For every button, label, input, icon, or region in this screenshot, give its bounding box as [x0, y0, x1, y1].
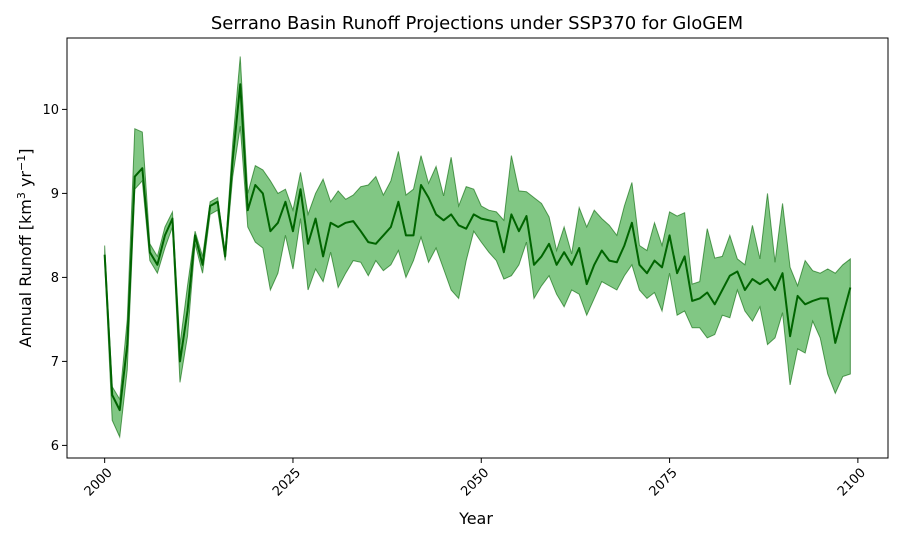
- y-tick-label: 6: [51, 439, 59, 454]
- runoff-uncertainty-band: [104, 56, 851, 439]
- axes-frame: [66, 37, 889, 459]
- y-tick-label: 10: [42, 103, 59, 118]
- y-tick-label: 9: [51, 187, 59, 202]
- runoff-mean-line: [103, 83, 852, 412]
- y-axis-label-sup2: −1: [15, 155, 28, 171]
- chart-title: Serrano Basin Runoff Projections under S…: [211, 13, 743, 34]
- y-axis-label: Annual Runoff [km3 yr−1]: [15, 149, 35, 348]
- x-axis-label: Year: [458, 509, 493, 528]
- y-tick-label: 8: [51, 271, 59, 286]
- y-axis-label-prefix: Annual Runoff [km: [16, 199, 35, 347]
- plot-area: [66, 37, 889, 459]
- y-axis-label-middle: yr: [16, 171, 35, 193]
- y-axis-ticks: 6 7 8 9 10: [42, 103, 67, 454]
- y-tick-label: 7: [51, 355, 59, 370]
- y-axis-label-sup1: 3: [15, 192, 28, 199]
- y-axis-label-suffix: ]: [16, 149, 35, 155]
